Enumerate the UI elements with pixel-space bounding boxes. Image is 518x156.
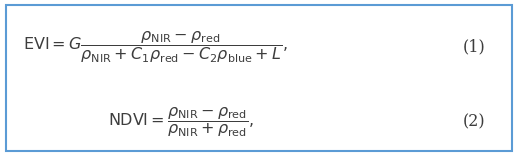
Text: (2): (2)	[463, 113, 485, 130]
FancyBboxPatch shape	[6, 5, 512, 151]
Text: (1): (1)	[463, 38, 485, 55]
Text: $\mathrm{NDVI} = \dfrac{\rho_{\mathrm{NIR}} - \rho_{\mathrm{red}}}{\rho_{\mathrm: $\mathrm{NDVI} = \dfrac{\rho_{\mathrm{NI…	[108, 105, 254, 139]
Text: $\mathrm{EVI} = G\dfrac{\rho_{\mathrm{NIR}} - \rho_{\mathrm{red}}}{\rho_{\mathrm: $\mathrm{EVI} = G\dfrac{\rho_{\mathrm{NI…	[23, 29, 288, 65]
